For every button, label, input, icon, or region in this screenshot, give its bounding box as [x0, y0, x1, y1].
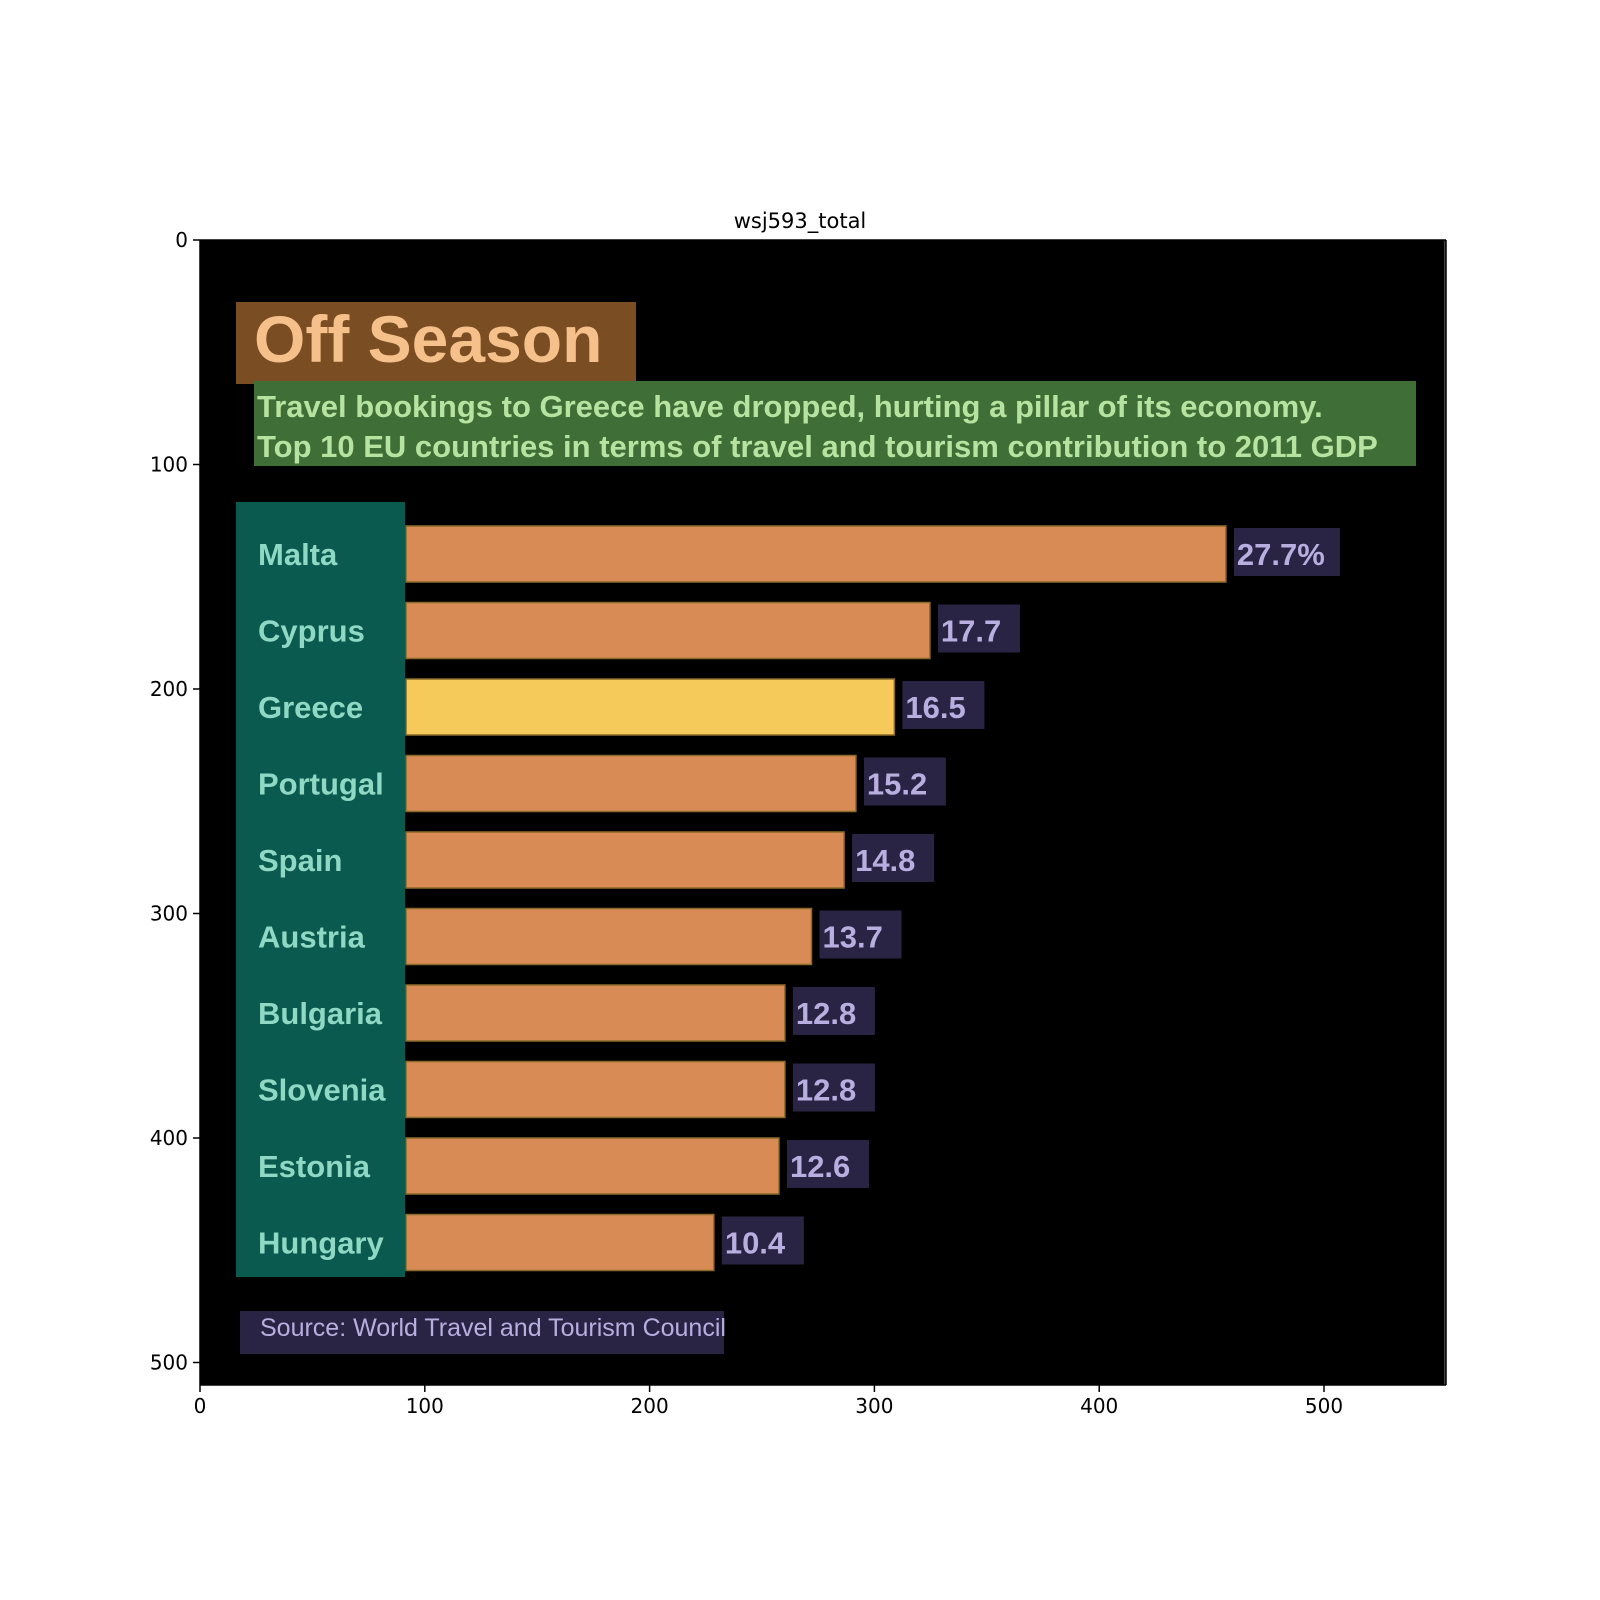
value-label: 10.4 — [725, 1226, 786, 1261]
category-labels: Malta Cyprus Greece Portugal Spain Austria Bul… — [258, 537, 386, 1261]
bar-slovenia — [405, 1060, 786, 1119]
source-box — [240, 1311, 724, 1354]
bar-greece — [405, 678, 896, 736]
value-label-box — [792, 1063, 875, 1112]
subtitle-line-1: Travel bookings to Greece have dropped, … — [257, 389, 1323, 424]
category-label: Slovenia — [258, 1073, 386, 1108]
headline-box — [236, 302, 636, 384]
bar-spain — [405, 831, 845, 889]
value-label: 14.8 — [855, 843, 915, 878]
category-panel — [236, 502, 405, 1277]
category-label: Estonia — [258, 1149, 371, 1184]
y-tick-label: 100 — [150, 453, 188, 477]
value-label-box — [721, 1216, 804, 1265]
y-tick-label: 0 — [175, 228, 188, 252]
value-label: 12.6 — [790, 1149, 850, 1184]
category-label: Portugal — [258, 767, 384, 802]
value-label-box — [852, 834, 935, 882]
x-tick-label: 100 — [406, 1394, 444, 1418]
value-label-box — [792, 987, 875, 1035]
category-label: Hungary — [258, 1226, 385, 1261]
value-label: 27.7% — [1237, 537, 1325, 572]
x-tick-label: 500 — [1305, 1394, 1343, 1418]
category-label: Austria — [258, 920, 366, 955]
y-tick-label: 300 — [150, 902, 188, 926]
source-note: Source: World Travel and Tourism Council — [260, 1314, 726, 1342]
value-label: 12.8 — [796, 1073, 856, 1108]
bar-estonia — [405, 1137, 780, 1195]
value-label: 13.7 — [823, 920, 883, 955]
bars — [405, 525, 1227, 1272]
value-labels: 27.7% 17.7 16.5 15.2 14.8 13.7 12.8 12.8 12.6 10.… — [721, 528, 1340, 1265]
subtitle-box — [254, 381, 1416, 466]
category-label: Cyprus — [258, 614, 365, 649]
category-label: Malta — [258, 537, 338, 572]
bar-portugal — [405, 754, 857, 813]
value-label: 12.8 — [796, 996, 856, 1031]
y-tick-label: 500 — [150, 1351, 188, 1375]
x-tick-label: 300 — [855, 1394, 893, 1418]
bar-hungary — [405, 1213, 715, 1272]
value-label-box — [786, 1140, 869, 1188]
value-label-box — [902, 681, 985, 729]
value-label: 17.7 — [941, 614, 1001, 649]
bar-cyprus — [405, 601, 931, 660]
x-tick-label: 0 — [194, 1394, 207, 1418]
y-tick-label: 400 — [150, 1126, 188, 1150]
bar-austria — [405, 907, 813, 966]
category-label: Greece — [258, 690, 363, 725]
value-label-box — [863, 757, 946, 806]
bar-malta — [405, 525, 1227, 583]
x-tick-label: 200 — [631, 1394, 669, 1418]
value-label-box — [819, 910, 902, 959]
value-label-box — [1233, 528, 1340, 576]
bar-bulgaria — [405, 984, 786, 1042]
value-label: 15.2 — [867, 767, 927, 802]
value-label: 16.5 — [905, 690, 965, 725]
category-label: Spain — [258, 843, 342, 878]
category-label: Bulgaria — [258, 996, 383, 1031]
y-tick-label: 200 — [150, 677, 188, 701]
subtitle-line-2: Top 10 EU countries in terms of travel a… — [257, 429, 1378, 464]
chart-title: Off Season — [254, 302, 602, 376]
x-tick-label: 400 — [1080, 1394, 1118, 1418]
figure-title: wsj593_total — [733, 209, 867, 233]
value-label-box — [937, 604, 1020, 653]
